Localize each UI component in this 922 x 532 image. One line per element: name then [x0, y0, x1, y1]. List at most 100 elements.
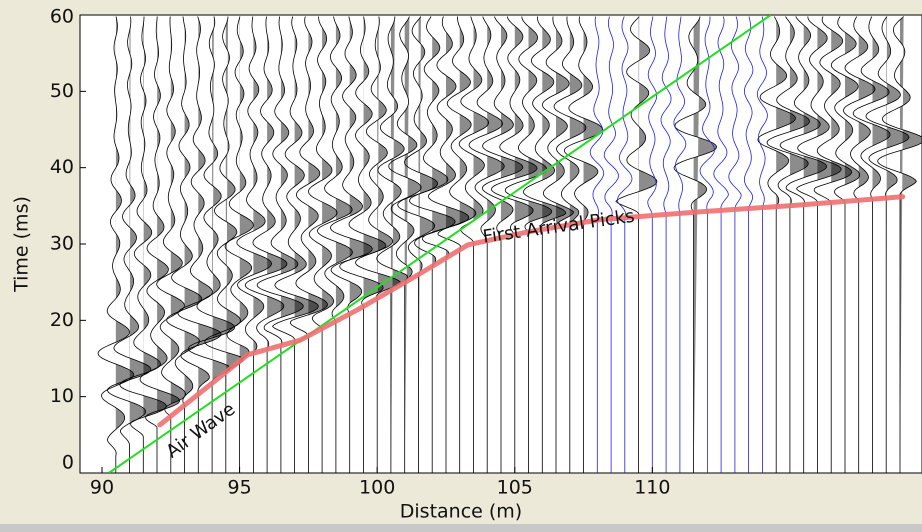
- trace: [409, 16, 456, 473]
- trace: [673, 16, 717, 473]
- trace: [119, 16, 167, 473]
- trace: [388, 16, 422, 473]
- trace: [647, 16, 658, 473]
- trace: [139, 16, 181, 473]
- trace: [204, 16, 244, 473]
- trace-fill: [363, 16, 386, 473]
- trace: [830, 16, 861, 473]
- trace-fill: [583, 16, 603, 473]
- trace-fill: [831, 16, 852, 473]
- trace: [437, 16, 477, 473]
- trace: [779, 16, 828, 473]
- trace-fill: [170, 16, 186, 473]
- trace: [166, 16, 203, 473]
- air-wave-line: [108, 15, 772, 473]
- trace: [339, 16, 387, 473]
- x-tick-label: 110: [634, 477, 670, 499]
- trace-fill: [858, 16, 875, 473]
- trace: [843, 16, 876, 473]
- x-tick-label: 90: [90, 477, 114, 499]
- trace-fill: [459, 16, 476, 473]
- first-arrival-line: [157, 194, 906, 428]
- trace: [422, 16, 470, 473]
- trace-fill: [817, 16, 842, 473]
- trace: [852, 16, 891, 473]
- trace-fill: [280, 16, 304, 473]
- trace-fill: [473, 16, 489, 473]
- trace-fill: [886, 16, 909, 473]
- trace-fill: [267, 16, 287, 473]
- trace: [236, 16, 273, 473]
- trace: [97, 16, 135, 473]
- trace: [256, 16, 304, 473]
- trace: [290, 16, 328, 473]
- trace-fill: [377, 16, 401, 473]
- trace: [522, 16, 567, 473]
- trace-fill: [501, 16, 523, 473]
- trace: [553, 16, 587, 473]
- trace: [376, 16, 408, 473]
- trace: [757, 16, 796, 473]
- trace: [796, 16, 842, 473]
- trace: [713, 16, 729, 473]
- trace: [244, 16, 288, 473]
- trace: [743, 16, 754, 473]
- y-tick-label: 60: [50, 6, 74, 28]
- bottom-border: [0, 524, 922, 532]
- x-tick-label: 95: [228, 477, 252, 499]
- x-tick-label: 100: [359, 477, 395, 499]
- trace: [541, 16, 575, 473]
- trace-fill: [872, 16, 891, 473]
- trace: [355, 16, 401, 473]
- trace: [317, 16, 353, 473]
- trace-fill: [418, 16, 438, 473]
- trace: [615, 16, 658, 473]
- trace: [728, 16, 742, 473]
- trace: [603, 16, 619, 473]
- trace: [877, 16, 922, 473]
- y-tick-label: 0: [62, 452, 74, 474]
- trace: [187, 16, 236, 473]
- trace: [482, 16, 524, 473]
- y-tick-label: 50: [50, 80, 74, 102]
- trace-fill: [294, 16, 319, 473]
- trace: [756, 16, 768, 473]
- trace-fill: [803, 16, 827, 473]
- trace: [813, 16, 853, 473]
- x-tick-label: 105: [497, 477, 533, 499]
- trace-fill: [844, 16, 860, 473]
- trace: [660, 16, 672, 473]
- trace: [490, 16, 538, 473]
- trace: [224, 16, 254, 473]
- trace: [330, 16, 373, 473]
- trace: [271, 16, 319, 473]
- y-axis-label: Time (ms): [11, 196, 33, 293]
- trace: [673, 16, 687, 473]
- y-tick-label: 40: [50, 156, 74, 178]
- trace-fill: [335, 16, 353, 473]
- trace-fill: [445, 16, 469, 473]
- x-axis-label: Distance (m): [400, 501, 522, 523]
- trace: [617, 16, 633, 473]
- y-tick-label: 30: [50, 233, 74, 255]
- trace: [504, 16, 553, 473]
- trace-fill: [143, 16, 167, 473]
- trace: [865, 16, 910, 473]
- trace: [468, 16, 505, 473]
- trace-fill: [556, 16, 574, 473]
- axes: 0 10 20 30 40 50 60 90 95 100 105 110: [50, 6, 671, 499]
- trace-fill: [349, 16, 373, 473]
- trace: [766, 16, 810, 473]
- y-tick-label: 20: [50, 309, 74, 331]
- trace: [397, 16, 439, 473]
- trace: [699, 16, 715, 473]
- trace: [107, 16, 152, 473]
- trace: [563, 16, 603, 473]
- trace-fill: [487, 16, 505, 473]
- trace-fill: [157, 16, 180, 473]
- y-tick-label: 10: [50, 385, 74, 407]
- trace: [308, 16, 338, 473]
